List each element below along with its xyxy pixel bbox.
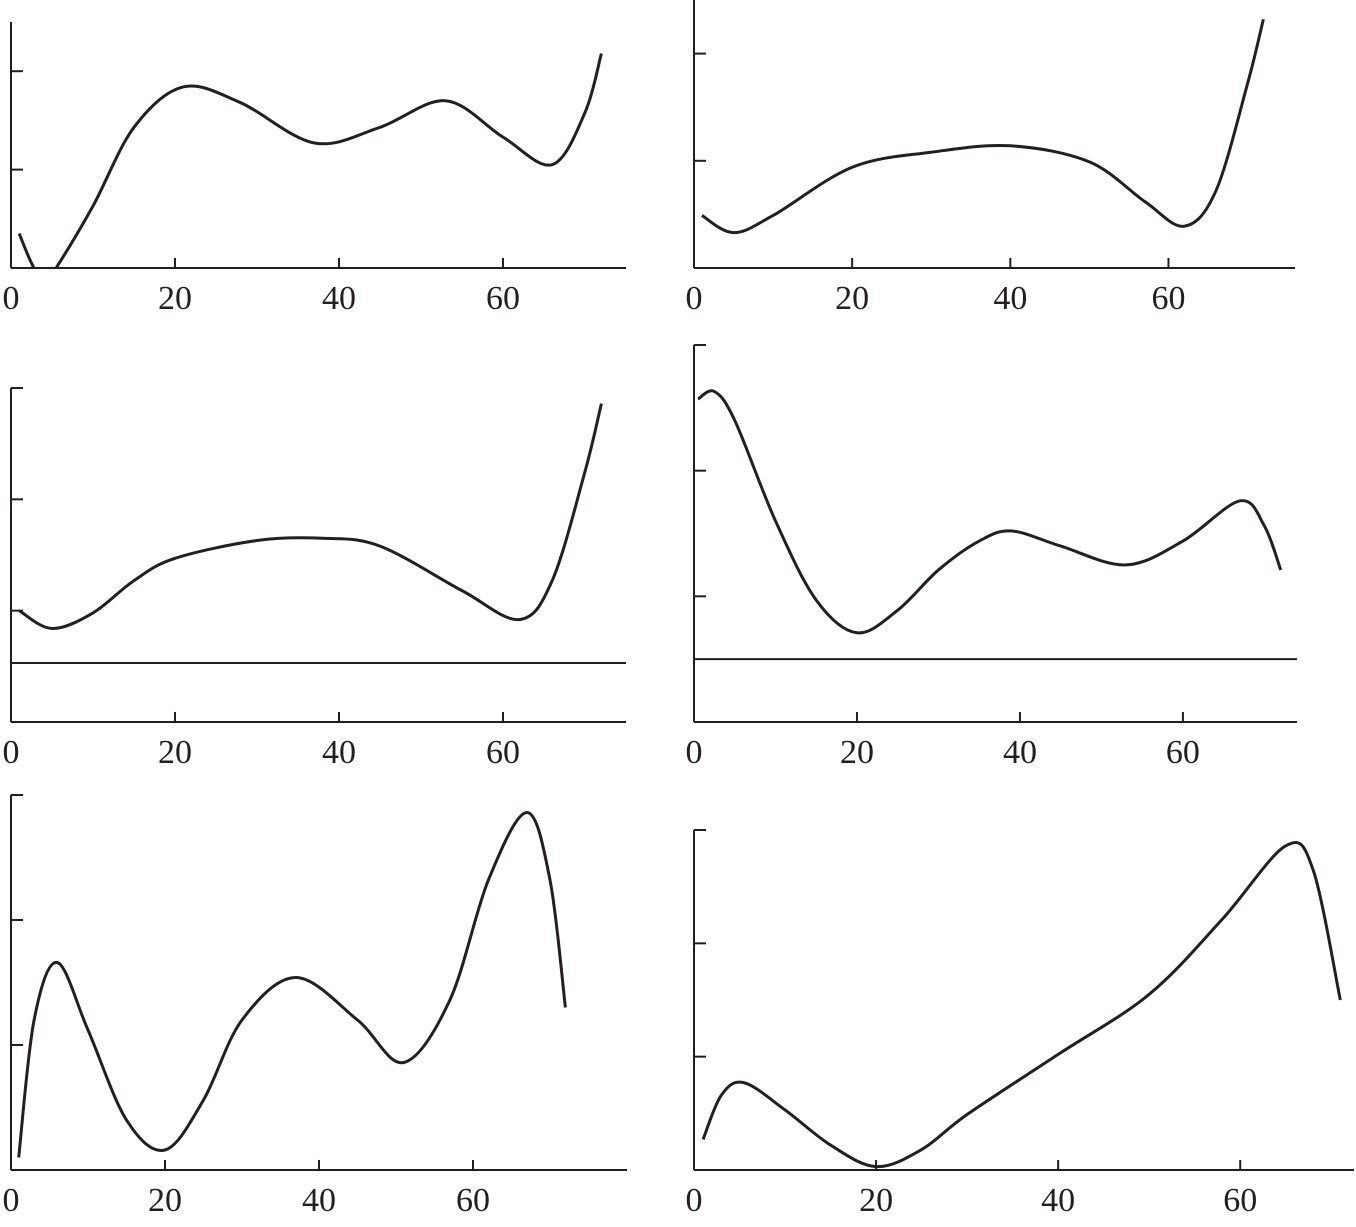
x-tick-label: 0 — [3, 280, 20, 317]
line-curve — [701, 840, 1342, 1169]
x-tick-label: 60 — [486, 280, 520, 317]
line-curve — [17, 810, 567, 1158]
x-tick-label: 60 — [1166, 734, 1200, 771]
x-tick-label: 40 — [1041, 1182, 1075, 1219]
x-tick-label: 60 — [486, 734, 520, 771]
panel: 0 20 40 60 — [3, 22, 626, 317]
x-tick-label: 20 — [840, 734, 874, 771]
x-tick-label: 40 — [302, 1182, 336, 1219]
line-curve — [701, 18, 1265, 235]
panel: 0 20 40 60 — [686, 0, 1295, 317]
panel: 0 20 40 60 — [3, 794, 627, 1219]
x-tick-label: 60 — [1151, 280, 1185, 317]
x-tick-label: 0 — [3, 734, 20, 771]
x-tick-label: 40 — [322, 280, 356, 317]
x-tick-label: 20 — [148, 1182, 182, 1219]
x-tick-label: 60 — [1223, 1182, 1257, 1219]
line-curve — [18, 403, 603, 630]
x-tick-label: 40 — [993, 280, 1027, 317]
x-tick-label: 20 — [835, 280, 869, 317]
panel: 0 20 40 60 — [3, 387, 626, 771]
x-tick-label: 0 — [686, 1182, 703, 1219]
x-tick-label: 20 — [158, 280, 192, 317]
x-tick-label: 20 — [158, 734, 192, 771]
line-curve — [17, 53, 603, 268]
x-tick-label: 0 — [686, 734, 703, 771]
x-tick-label: 0 — [686, 280, 703, 317]
x-tick-label: 60 — [456, 1182, 490, 1219]
x-tick-label: 40 — [322, 734, 356, 771]
x-tick-label: 40 — [1003, 734, 1037, 771]
panel: 0 20 40 60 — [686, 344, 1297, 771]
panel: 0 20 40 60 — [686, 829, 1354, 1219]
x-tick-label: 0 — [3, 1182, 20, 1219]
line-curve — [697, 389, 1283, 635]
x-tick-label: 20 — [859, 1182, 893, 1219]
